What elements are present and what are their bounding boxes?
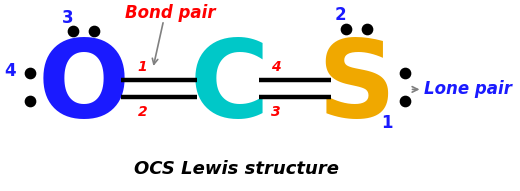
Point [342,28,350,31]
Text: 4: 4 [271,60,281,74]
Point [25,71,34,74]
Text: Lone pair: Lone pair [424,80,512,98]
Text: 2: 2 [138,105,147,119]
Text: 1: 1 [381,114,393,132]
Text: 3: 3 [271,105,281,119]
Text: Bond pair: Bond pair [125,4,216,22]
Text: S: S [317,34,396,140]
Point [401,99,409,102]
Text: 2: 2 [334,6,346,24]
Point [69,30,77,33]
Point [362,28,371,31]
Text: C: C [190,34,269,140]
Point [401,71,409,74]
Text: O: O [37,34,130,140]
Text: 3: 3 [61,9,73,27]
Point [25,99,34,102]
Text: 4: 4 [4,62,16,80]
Point [90,30,98,33]
Text: 1: 1 [138,60,147,74]
Text: OCS Lewis structure: OCS Lewis structure [134,160,339,178]
